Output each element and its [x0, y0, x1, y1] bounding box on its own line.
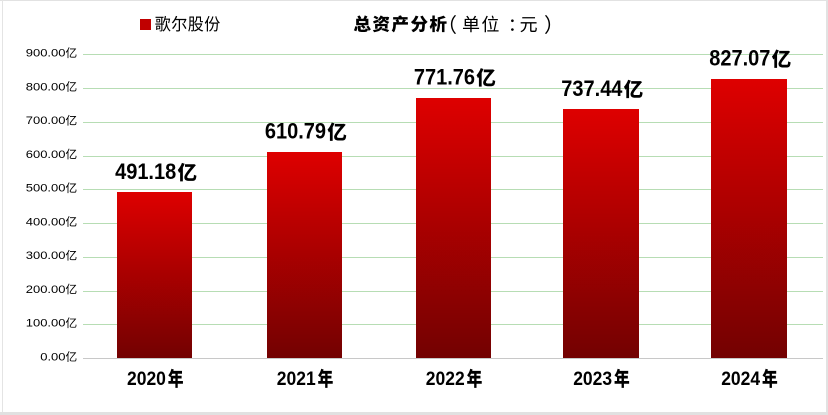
svg-text:827.07: 827.07 [709, 47, 770, 71]
svg-text:610.79: 610.79 [265, 120, 326, 144]
svg-text:737.44: 737.44 [561, 77, 622, 101]
svg-text:900.00: 900.00 [26, 47, 66, 60]
svg-text:2023: 2023 [573, 367, 612, 389]
svg-text:0.00: 0.00 [40, 350, 66, 363]
svg-text:400.00: 400.00 [26, 215, 66, 228]
svg-text:100.00: 100.00 [26, 317, 66, 330]
svg-text:2024: 2024 [721, 367, 761, 389]
svg-text:2022: 2022 [426, 367, 465, 389]
svg-text:800.00: 800.00 [26, 80, 66, 93]
svg-text:2020: 2020 [127, 367, 166, 389]
svg-text:491.18: 491.18 [115, 160, 176, 184]
svg-text:600.00: 600.00 [26, 148, 66, 161]
svg-text:771.76: 771.76 [414, 65, 475, 89]
svg-text:700.00: 700.00 [26, 114, 66, 127]
svg-text:300.00: 300.00 [26, 249, 66, 262]
svg-text:200.00: 200.00 [26, 283, 66, 296]
svg-text:2021: 2021 [277, 367, 316, 389]
svg-text:500.00: 500.00 [26, 182, 66, 195]
